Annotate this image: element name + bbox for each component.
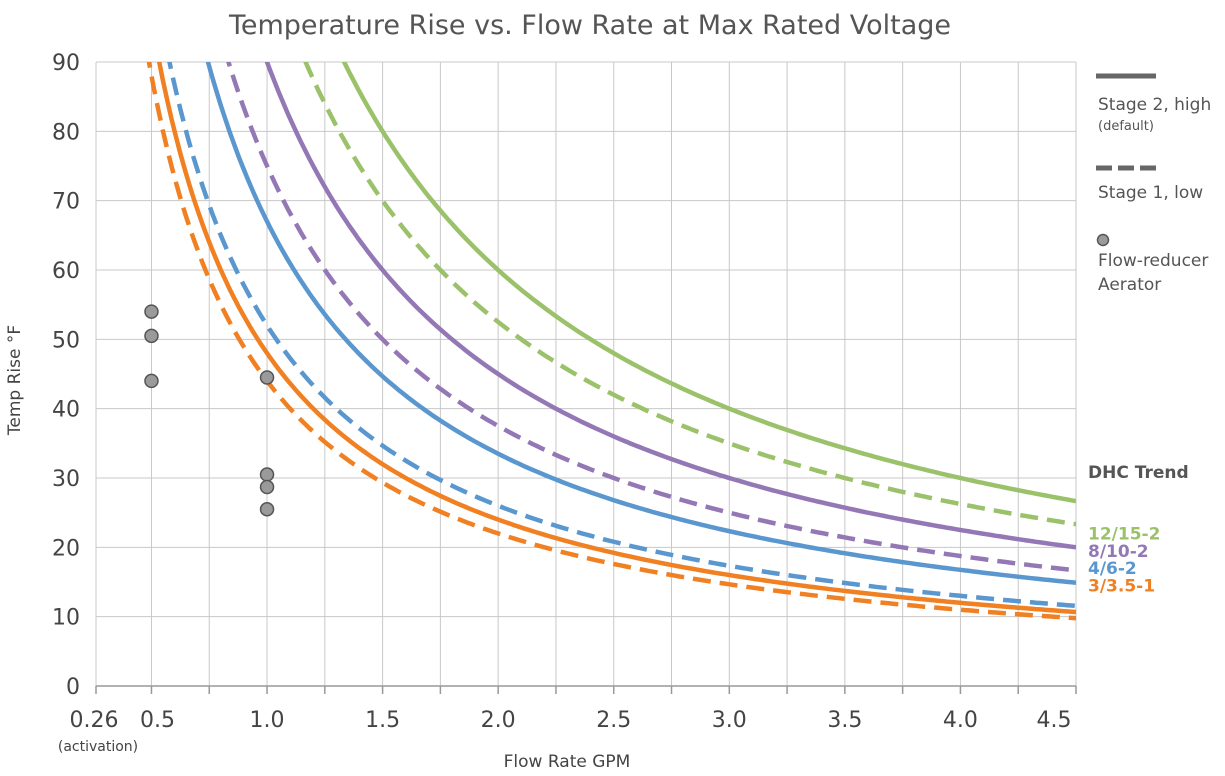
x-tick-label: 0.26 — [70, 708, 119, 733]
trend-label-12/15-2: 12/15-2 — [1088, 524, 1160, 544]
legend-marker-swatch — [1096, 233, 1110, 247]
series-line-4/6-2-stage1 — [167, 62, 1076, 609]
series-line-3/3.5-1-stage1 — [146, 62, 1076, 621]
y-tick-labels: 0 10 20 30 40 50 60 70 80 90 — [52, 51, 80, 700]
series-line-8/10-2-stage1 — [226, 62, 1076, 573]
legend-label-stage1: Stage 1, low — [1098, 183, 1203, 203]
x-tick-label: 2.5 — [596, 708, 631, 733]
x-tick-label: 0.5 — [140, 708, 175, 733]
trend-heading: DHC Trend — [1088, 463, 1189, 483]
legend-label-stage2: Stage 2, high — [1098, 95, 1211, 115]
x-tick-label: 2.0 — [481, 708, 516, 733]
x-tick-label: 4.0 — [943, 708, 978, 733]
series-line-4/6-2-stage2 — [205, 62, 1076, 586]
y-tick-label: 0 — [66, 675, 80, 700]
x-tick-label: 1.0 — [250, 708, 285, 733]
y-tick-label: 60 — [52, 259, 80, 284]
chart-title: Temperature Rise vs. Flow Rate at Max Ra… — [228, 10, 951, 41]
y-tick-label: 50 — [52, 328, 80, 353]
aerator-marker — [144, 328, 159, 344]
aerator-marker — [259, 479, 275, 495]
series-lines — [146, 62, 1076, 621]
aerator-marker — [259, 370, 275, 385]
trend-labels: DHC Trend 12/15-28/10-24/6-23/3.5-1 — [1088, 463, 1189, 596]
aerator-marker — [259, 467, 275, 482]
trend-label-3/3.5-1: 3/3.5-1 — [1088, 576, 1155, 596]
y-tick-label: 70 — [52, 190, 80, 215]
series-line-12/15-2-stage2 — [341, 62, 1076, 504]
legend-label-aerator: Flow-reducer — [1098, 251, 1208, 271]
aerator-marker — [144, 373, 159, 389]
aerator-marker — [144, 304, 159, 319]
y-tick-label: 30 — [52, 467, 80, 492]
trend-label-4/6-2: 4/6-2 — [1088, 559, 1137, 579]
x-tick-label: 1.5 — [365, 708, 400, 733]
y-axis-label: Temp Rise °F — [5, 325, 25, 436]
x-tick-sublabel: (activation) — [58, 739, 138, 755]
y-tick-label: 40 — [52, 398, 80, 423]
series-line-8/10-2-stage2 — [264, 62, 1076, 550]
x-axis-label: Flow Rate GPM — [504, 752, 631, 772]
legend-label-aerator-2: Aerator — [1098, 275, 1161, 295]
y-tick-label: 10 — [52, 606, 80, 631]
legend: Stage 2, high (default) Stage 1, low Flow-r… — [1096, 73, 1211, 295]
aerator-markers — [144, 304, 275, 517]
series-line-12/15-2-stage1 — [303, 62, 1076, 527]
x-tick-label: 3.5 — [827, 708, 862, 733]
series-line-3/3.5-1-stage2 — [156, 62, 1076, 615]
x-tick-label: 3.0 — [712, 708, 747, 733]
y-tick-label: 90 — [52, 51, 80, 76]
y-tick-label: 20 — [52, 536, 80, 561]
y-tick-label: 80 — [52, 120, 80, 145]
x-tick-label: 4.5 — [1037, 708, 1072, 733]
x-tick-labels: 0.26 (activation)0.5 1.0 1.5 2.0 2.5 3.0 3.5 4.0… — [58, 708, 1072, 755]
trend-label-8/10-2: 8/10-2 — [1088, 542, 1149, 562]
aerator-marker — [259, 501, 275, 517]
legend-sublabel-stage2: (default) — [1098, 119, 1154, 134]
